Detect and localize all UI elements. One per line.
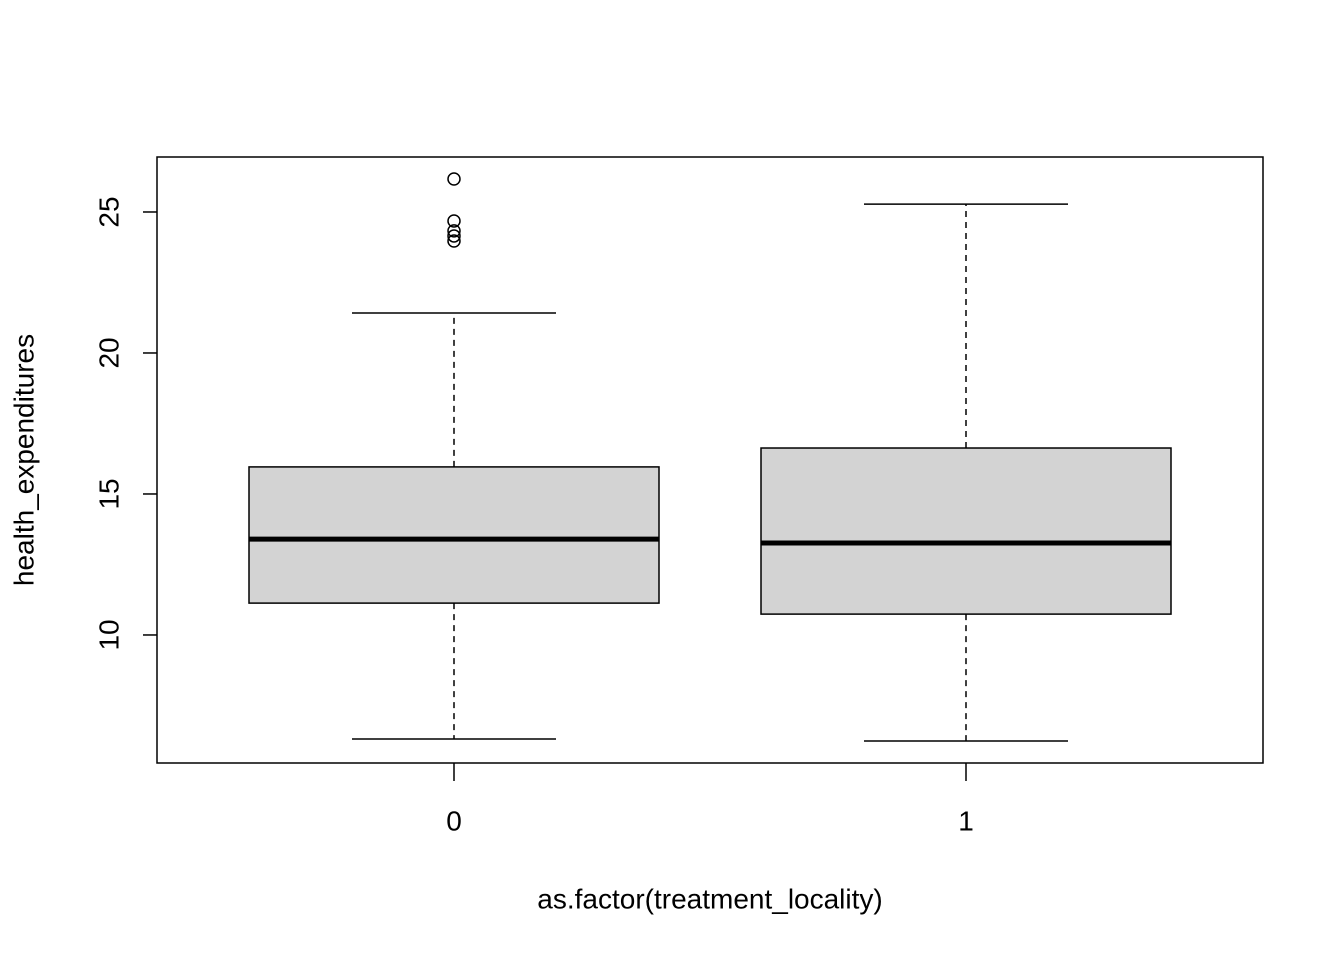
outlier <box>447 229 461 243</box>
y-tick-label: 20 <box>93 337 124 368</box>
plot-frame <box>156 156 1264 764</box>
x-tick-label: 1 <box>958 805 974 836</box>
outlier <box>447 224 461 238</box>
outlier <box>447 234 461 248</box>
box <box>760 447 1172 615</box>
outlier <box>447 172 461 186</box>
x-axis-label: as.factor(treatment_locality) <box>537 883 882 914</box>
outlier <box>447 214 461 228</box>
x-tick-label: 0 <box>446 805 462 836</box>
y-tick-label: 10 <box>93 619 124 650</box>
y-axis-label: health_expenditures <box>8 334 39 586</box>
y-tick-label: 25 <box>93 196 124 227</box>
y-tick-label: 15 <box>93 478 124 509</box>
box <box>248 466 660 604</box>
